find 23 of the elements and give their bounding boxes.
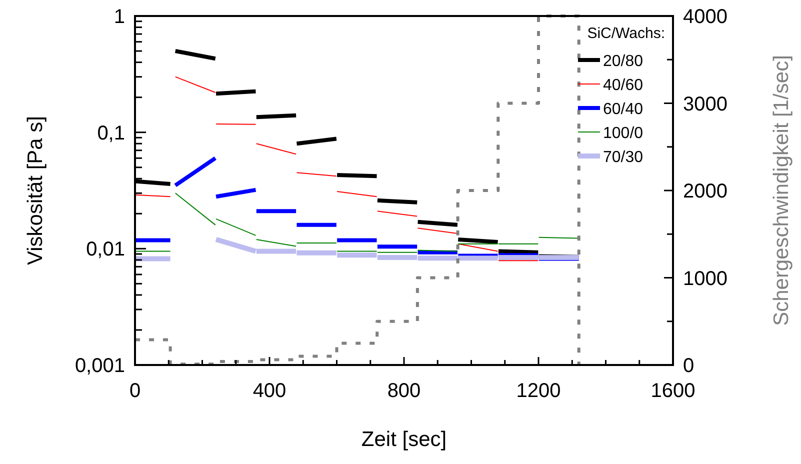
x-tick-label: 800	[387, 380, 421, 402]
x-tick-label: 400	[252, 380, 286, 402]
y-tick-label: 0,1	[97, 122, 125, 144]
x-tick-label: 0	[129, 380, 141, 402]
legend-title: SiC/Wachs:	[587, 25, 665, 42]
y2-tick-label: 3000	[683, 93, 728, 116]
y2-axis-title: Schergeschwindigkeit [1/sec]	[770, 55, 793, 326]
y2-tick-label: 1000	[683, 268, 728, 290]
x-axis-title: Zeit [sec]	[361, 428, 447, 451]
legend-label: 60/40	[603, 101, 644, 118]
x-tick-label: 1600	[650, 380, 696, 402]
legend-label: 40/60	[603, 77, 644, 94]
legend-label: 20/80	[603, 53, 644, 70]
y-tick-label: 1	[114, 6, 125, 28]
y2-tick-label: 0	[683, 355, 694, 377]
y-tick-label: 0,001	[74, 355, 125, 377]
y2-tick-label: 4000	[683, 6, 728, 28]
y-axis-title: Viskosität [Pa s]	[24, 116, 47, 266]
y2-tick-label: 2000	[683, 180, 728, 202]
y-tick-label: 0,01	[86, 238, 125, 261]
x-tick-label: 1200	[516, 380, 561, 402]
legend-label: 70/30	[603, 149, 644, 166]
legend-label: 100/0	[603, 125, 644, 142]
